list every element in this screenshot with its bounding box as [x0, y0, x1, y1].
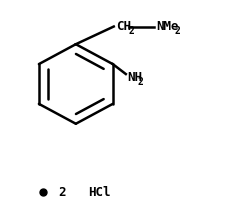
Text: NMe: NMe: [156, 20, 179, 33]
Text: 2: 2: [174, 26, 180, 36]
Text: NH: NH: [127, 71, 142, 84]
Text: 2: 2: [128, 26, 134, 36]
Text: 2: 2: [138, 77, 144, 87]
Text: HCl: HCl: [88, 186, 111, 199]
Text: 2: 2: [58, 186, 65, 199]
Text: CH: CH: [116, 20, 131, 33]
